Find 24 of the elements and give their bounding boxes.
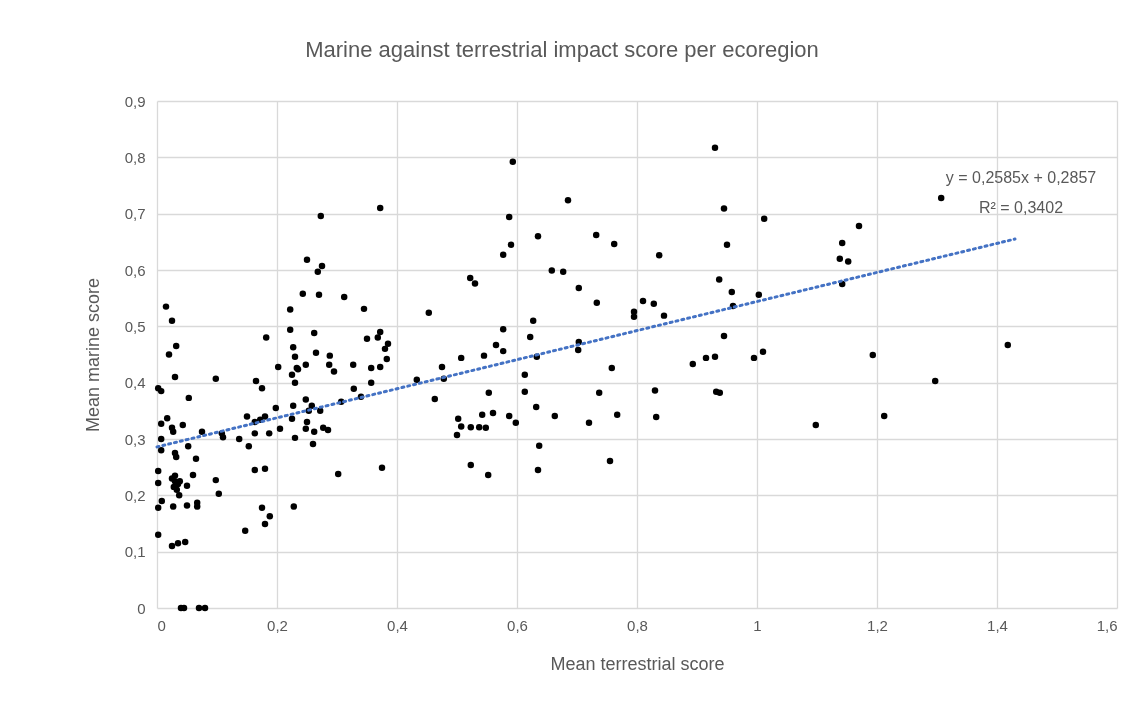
y-tick-label: 0,2	[124, 486, 146, 504]
y-tick-label: 0,9	[124, 92, 146, 110]
annotation: R² = 0,3402	[978, 199, 1064, 216]
x-tick-label: 0	[157, 616, 166, 634]
x-tick-label: 1,6	[1096, 616, 1118, 634]
x-tick-label: 0,2	[267, 616, 288, 634]
y-tick-label: 0,4	[124, 374, 146, 392]
y-tick-label: 0,8	[124, 148, 146, 166]
y-tick-label: 0,5	[124, 317, 146, 335]
x-tick-label: 1,4	[987, 616, 1008, 634]
annotation: y = 0,2585x + 0,2857	[945, 169, 1097, 186]
y-tick-label: 0,3	[124, 430, 146, 448]
x-tick-label: 1	[753, 616, 762, 634]
y-tick-label: 0,7	[124, 205, 146, 223]
x-tick-label: 0,6	[507, 616, 528, 634]
y-tick-label: 0,6	[124, 261, 146, 279]
chart-title: Marine against terrestrial impact score per ecoregion	[305, 37, 819, 62]
x-tick-label: 1,2	[867, 616, 888, 634]
x-tick-label: 0,8	[627, 616, 648, 634]
y-axis-title: Mean marine score	[82, 277, 103, 433]
y-tick-label: 0,1	[124, 543, 146, 561]
x-axis-title: Mean terrestrial score	[550, 653, 725, 674]
x-tick-label: 0,4	[387, 616, 408, 634]
y-tick-label: 0	[137, 599, 146, 617]
